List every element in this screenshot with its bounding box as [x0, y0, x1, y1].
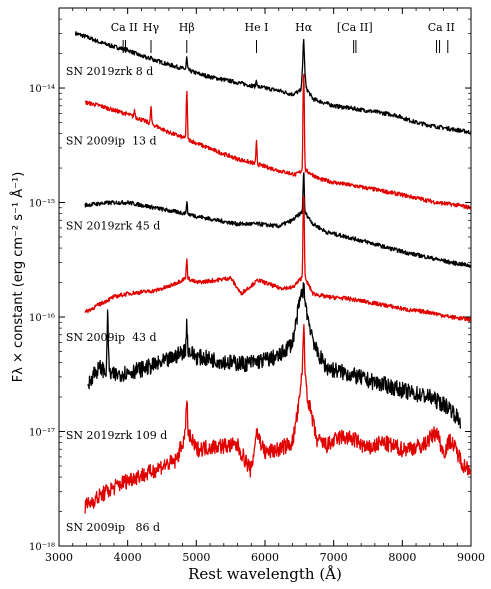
line-id-label: He I: [245, 21, 269, 34]
line-id-label: Ca II: [111, 21, 138, 34]
y-tick-label: 10⁻¹⁸: [29, 542, 55, 553]
series-label: SN 2019zrk 45 d: [66, 220, 160, 233]
y-tick-label: 10⁻¹⁴: [29, 84, 55, 95]
spectrum-line: [84, 172, 472, 268]
series-label: SN 2019zrk 8 d: [66, 65, 153, 78]
x-tick-label: 4000: [114, 551, 142, 564]
x-tick-label: 9000: [457, 551, 485, 564]
spectrum-line: [84, 323, 472, 514]
line-id-label: Hα: [295, 21, 313, 34]
series-label: SN 2019zrk 109 d: [66, 429, 167, 442]
series-label: SN 2009ip 43 d: [66, 331, 157, 344]
y-tick-label: 10⁻¹⁵: [29, 199, 55, 210]
x-tick-label: 7000: [320, 551, 348, 564]
series-label: SN 2009ip 86 d: [66, 521, 160, 534]
spectrum-line: [84, 195, 472, 322]
spectrum-line: [84, 73, 472, 210]
series-group: SN 2019zrk 8 d SN 2009ip 13 d SN 2019zrk 4…: [66, 31, 472, 534]
x-tick-label: 5000: [182, 551, 210, 564]
x-axis-label: Rest wavelength (Å): [188, 565, 342, 583]
line-id-label: Hβ: [179, 21, 195, 34]
line-id-label: Ca II: [428, 21, 455, 34]
spectrum-line: [74, 31, 472, 135]
series-label: SN 2009ip 13 d: [66, 135, 157, 148]
x-tick-label: 6000: [251, 551, 279, 564]
x-tick-label: 8000: [388, 551, 416, 564]
line-id-label: [Ca II]: [337, 21, 373, 34]
line-id-label: Hγ: [143, 21, 160, 34]
x-tick-label: 3000: [45, 551, 73, 564]
y-tick-label: 10⁻¹⁶: [29, 313, 55, 324]
y-tick-label: 10⁻¹⁷: [29, 428, 55, 439]
y-axis-label: Fλ × constant (erg cm⁻² s⁻¹ Å⁻¹): [10, 172, 26, 383]
line-id-group: Ca II Hγ Hβ He I Hα [Ca II] Ca II: [111, 21, 455, 53]
axes-group: 3000 4000 5000 6000 7000 8000 9000 10⁻¹⁴ 10⁻¹⁵ 10…: [29, 7, 485, 564]
spectrum-line: [87, 282, 462, 429]
